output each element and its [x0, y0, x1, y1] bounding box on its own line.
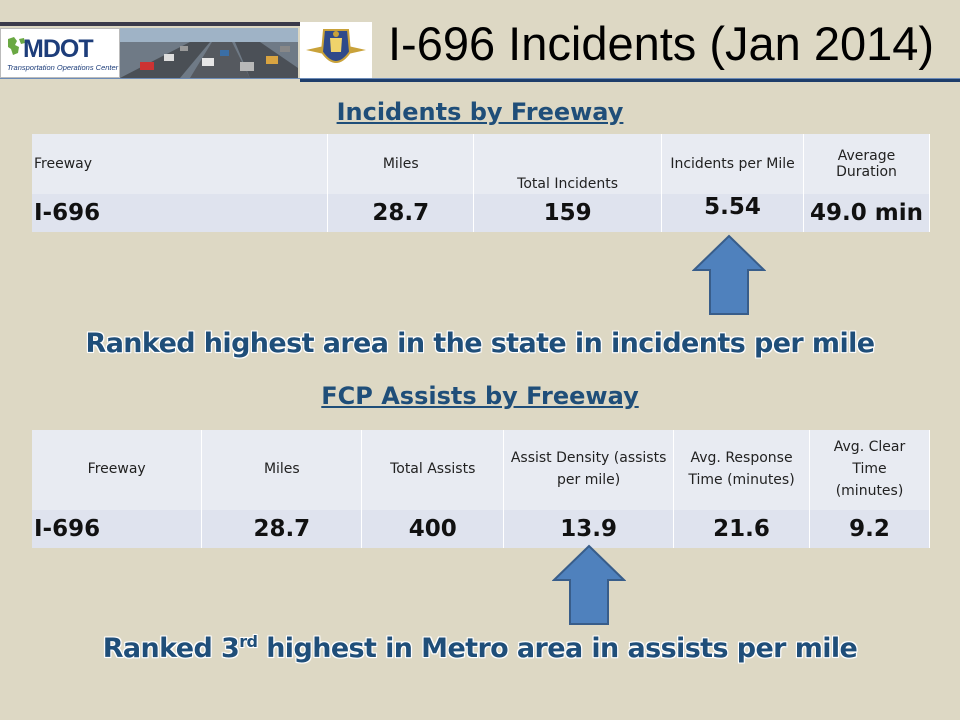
column-header: Avg. Clear Time (minutes) — [809, 430, 930, 510]
column-header: Incidents per Mile — [661, 134, 804, 194]
header-rule — [0, 78, 960, 79]
up-arrow-icon — [552, 544, 626, 625]
table-cell: 400 — [361, 510, 505, 548]
header-bar — [0, 22, 300, 26]
michigan-map-icon — [8, 37, 25, 55]
state-police-seal — [300, 22, 372, 78]
logo-text: MDOT — [23, 35, 94, 63]
mdot-logo: MDOT Transportation Operations Center — [0, 28, 120, 78]
column-header: Freeway — [32, 430, 203, 510]
table-cell: I-696 — [32, 194, 329, 232]
table-cell: 159 — [473, 194, 663, 232]
table-header-row: Freeway Miles Total Incidents Incidents … — [32, 134, 930, 194]
logo-subtitle: Transportation Operations Center — [7, 63, 119, 72]
incidents-table: Freeway Miles Total Incidents Incidents … — [32, 134, 930, 232]
column-header: Total Assists — [361, 430, 505, 510]
table-cell: 13.9 — [503, 510, 675, 548]
table-row: I-696 28.7 400 13.9 21.6 9.2 — [32, 510, 930, 548]
incidents-ranking-caption: Ranked highest area in the state in inci… — [85, 328, 876, 359]
table-cell: 49.0 min — [803, 194, 930, 232]
column-header: Average Duration — [803, 134, 930, 194]
incidents-heading: Incidents by Freeway — [336, 98, 624, 126]
page-title: I-696 Incidents (Jan 2014) — [388, 17, 935, 70]
table-row: I-696 28.7 159 5.54 49.0 min — [32, 194, 930, 232]
table-cell: I-696 — [32, 510, 203, 548]
column-header: Freeway — [32, 134, 329, 194]
table-header-row: Freeway Miles Total Assists Assist Densi… — [32, 430, 930, 510]
column-header: Miles — [201, 430, 363, 510]
column-header: Avg. Response Time (minutes) — [673, 430, 810, 510]
traffic-photo — [120, 28, 298, 78]
column-header: Assist Density (assists per mile) — [503, 430, 675, 510]
header-rule-dark — [300, 79, 960, 82]
caption-text: Ranked 3 — [102, 633, 240, 664]
table-cell: 9.2 — [809, 510, 930, 548]
assists-heading: FCP Assists by Freeway — [321, 382, 639, 410]
table-cell: 21.6 — [673, 510, 810, 548]
assists-table: Freeway Miles Total Assists Assist Densi… — [32, 430, 930, 548]
table-cell: 28.7 — [327, 194, 475, 232]
column-header: Miles — [327, 134, 475, 194]
up-arrow-icon — [692, 234, 766, 315]
caption-superscript: rd — [239, 632, 258, 651]
table-cell: 5.54 — [661, 194, 804, 232]
column-header: Total Incidents — [473, 134, 663, 194]
assists-ranking-caption: Ranked 3rd highest in Metro area in assi… — [0, 632, 960, 664]
caption-text: highest in Metro area in assists per mil… — [257, 633, 858, 664]
table-cell: 28.7 — [201, 510, 363, 548]
